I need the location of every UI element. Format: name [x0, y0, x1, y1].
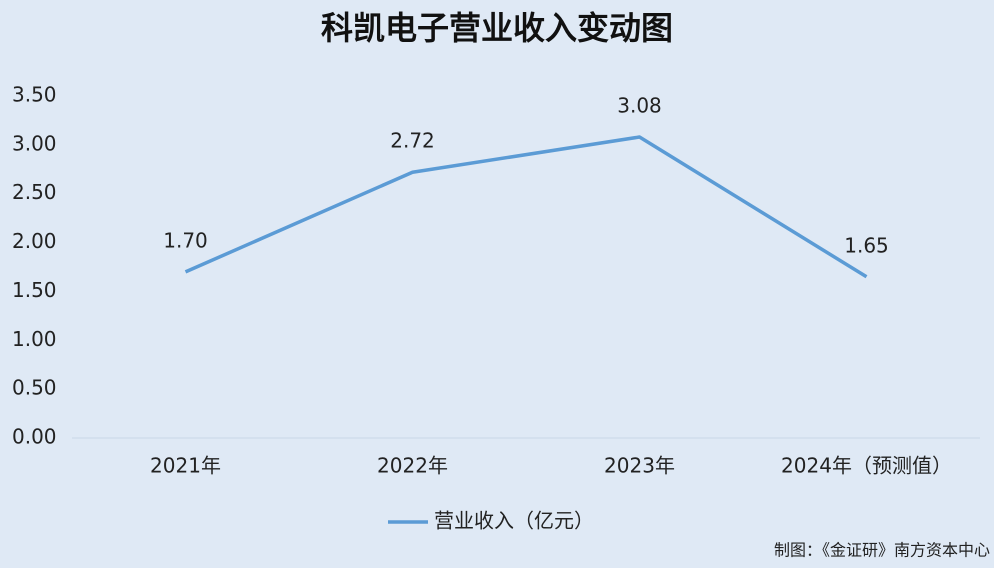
data-label: 2.72	[390, 129, 435, 153]
line-series	[184, 135, 868, 279]
x-tick-label: 2021年	[150, 454, 221, 478]
y-tick-label: 2.50	[12, 180, 57, 204]
y-tick-label: 3.00	[12, 131, 57, 155]
data-label: 1.70	[163, 228, 208, 252]
legend-label: 营业收入（亿元）	[434, 509, 594, 533]
x-tick-label: 2023年	[604, 454, 675, 478]
y-tick-label: 0.50	[12, 376, 57, 400]
y-tick-label: 1.50	[12, 278, 57, 302]
x-tick-label: 2024年（预测值）	[781, 454, 952, 478]
y-tick-label: 0.00	[12, 425, 57, 449]
y-tick-label: 1.00	[12, 327, 57, 351]
data-label: 1.65	[844, 233, 889, 257]
x-tick-label: 2022年	[377, 454, 448, 478]
y-tick-label: 2.00	[12, 229, 57, 253]
data-label: 3.08	[617, 94, 662, 118]
source-note: 制图：《金证研》南方资本中心	[774, 541, 990, 560]
chart-title: 科凯电子营业收入变动图	[321, 9, 673, 47]
y-tick-label: 3.50	[12, 83, 57, 107]
